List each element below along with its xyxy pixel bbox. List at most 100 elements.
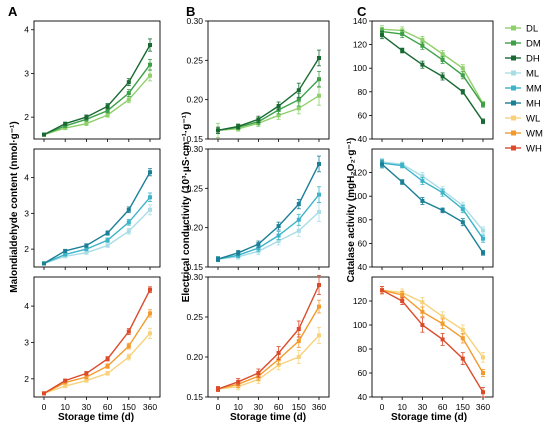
xtick-label-a: 10 [60, 402, 70, 412]
series-dh-point [105, 104, 110, 109]
legend-item-dh-label: DH [526, 54, 540, 65]
series-dm-point [440, 57, 445, 62]
series-wl-point [481, 355, 485, 360]
series-mh-point [296, 202, 301, 207]
legend-item-mm-label: MM [526, 84, 542, 95]
series-mm-point [84, 247, 89, 252]
panel-a-2-ytick-label: 4 [24, 173, 29, 183]
series-wm-point [440, 321, 445, 326]
series-ml-point [296, 228, 301, 233]
series-mm-line-a [43, 196, 151, 265]
legend-item-dm-marker [511, 40, 516, 46]
panel-a-3-ytick-label: 4 [24, 301, 29, 311]
series-ml-point [126, 229, 131, 234]
series-mm-point [400, 163, 405, 168]
series-mh-point [148, 170, 152, 175]
series-wh-point [296, 327, 301, 331]
series-wl-point [276, 363, 281, 367]
series-wh-line-c [381, 289, 484, 393]
series-mm-point [256, 246, 261, 251]
series-dh-line-b [217, 57, 320, 131]
xtick-label-b: 150 [292, 402, 306, 412]
series-dh-point [256, 117, 261, 122]
series-dh-point [317, 55, 321, 60]
series-mm-point [460, 207, 465, 212]
panel-c-1-ytick-label: 40 [358, 134, 368, 144]
series-dh-point [126, 80, 131, 85]
legend: DL DM DH ML MM MH WL WM WH [505, 24, 543, 155]
series-wh-point [63, 378, 68, 383]
series-wm-point [317, 304, 321, 309]
panel-b-3-ytick-label: 0.25 [186, 312, 203, 322]
series-wh-point [42, 391, 46, 396]
series-mh-point [105, 231, 110, 236]
series-wl-point [63, 384, 68, 389]
series-mh-point [256, 242, 261, 247]
series-wh-line-a [43, 289, 151, 394]
panel-letter-a: A [8, 4, 18, 19]
panel-a-2-ytick-label: 3 [24, 208, 29, 218]
series-mh-line-c [381, 163, 484, 254]
series-dh-line-a [43, 44, 151, 136]
series-wm-line-b [217, 306, 320, 390]
ylabel-b: Electrical conductivity (10³·μS·cm⁻¹·g⁻¹… [181, 112, 192, 303]
panel-c-2-ytick-label: 60 [358, 238, 368, 248]
series-dm-line-a [43, 64, 151, 136]
series-mh-point [84, 243, 89, 248]
series-dl-point [63, 126, 68, 131]
legend-item-mm-marker [511, 85, 516, 91]
xtick-label-a: 60 [103, 402, 113, 412]
series-dl-point [317, 93, 321, 98]
series-dh-point [216, 128, 220, 133]
panel-b-2-frame [207, 148, 330, 268]
series-wh-point [440, 337, 445, 342]
xlabel-b: Storage time (d) [230, 412, 306, 423]
xtick-label-a: 30 [82, 402, 92, 412]
panel-a-1-ytick-label: 3 [24, 68, 29, 78]
series-wm-line-a [43, 313, 151, 395]
series-dh-point [148, 43, 152, 48]
series-dm-point [148, 62, 152, 67]
panel-b-1-frame [207, 20, 330, 140]
panel-b-1-ytick-label: 0.25 [186, 55, 203, 65]
series-dh-point [296, 88, 301, 93]
ylabel-c: Catalase activity (mgH₂O₂·g⁻¹) [346, 138, 357, 283]
series-wl-point [296, 355, 301, 359]
legend-item-mh-label: MH [526, 99, 541, 110]
series-mm-point [481, 236, 485, 241]
legend-item-ml-label: ML [526, 69, 539, 80]
panel-b-2-ytick-label: 0.25 [186, 183, 203, 193]
xtick-label-c: 60 [438, 402, 448, 412]
series-ml-line-b [217, 211, 320, 260]
series-dm-point [481, 102, 485, 107]
series-dl-point [105, 112, 110, 117]
panel-letter-c: C [357, 4, 367, 19]
series-mh-point [126, 207, 131, 212]
series-dm-point [126, 91, 131, 96]
series-ml-point [481, 228, 485, 233]
panel-c-1-ytick-label: 140 [353, 16, 367, 26]
series-dh-point [236, 124, 241, 129]
series-dm-point [460, 73, 465, 78]
series-dh-point [440, 74, 445, 79]
panel-a-2-frame [33, 148, 161, 268]
series-wh-point [126, 329, 131, 334]
series-mh-point [481, 250, 485, 255]
series-mh-line-b [217, 163, 320, 260]
series-dh-point [276, 103, 281, 108]
legend-item-wl-marker [511, 115, 516, 121]
panel-c-1-frame [371, 20, 494, 140]
series-wh-point [236, 379, 241, 384]
panel-a-1-ytick-label: 2 [24, 112, 29, 122]
panel-b-2-ytick-label: 0.30 [186, 144, 203, 154]
panel-b-3-frame [207, 276, 330, 398]
series-wl-point [84, 378, 89, 383]
series-dh-point [42, 132, 46, 137]
series-dm-point [296, 97, 301, 102]
series-dl-point [126, 97, 131, 102]
series-mh-point [317, 161, 321, 166]
series-ml-point [148, 207, 152, 212]
series-wl-point [126, 355, 131, 359]
series-ml-point [84, 250, 89, 255]
panel-c-2-ytick-label: 100 [353, 191, 367, 201]
